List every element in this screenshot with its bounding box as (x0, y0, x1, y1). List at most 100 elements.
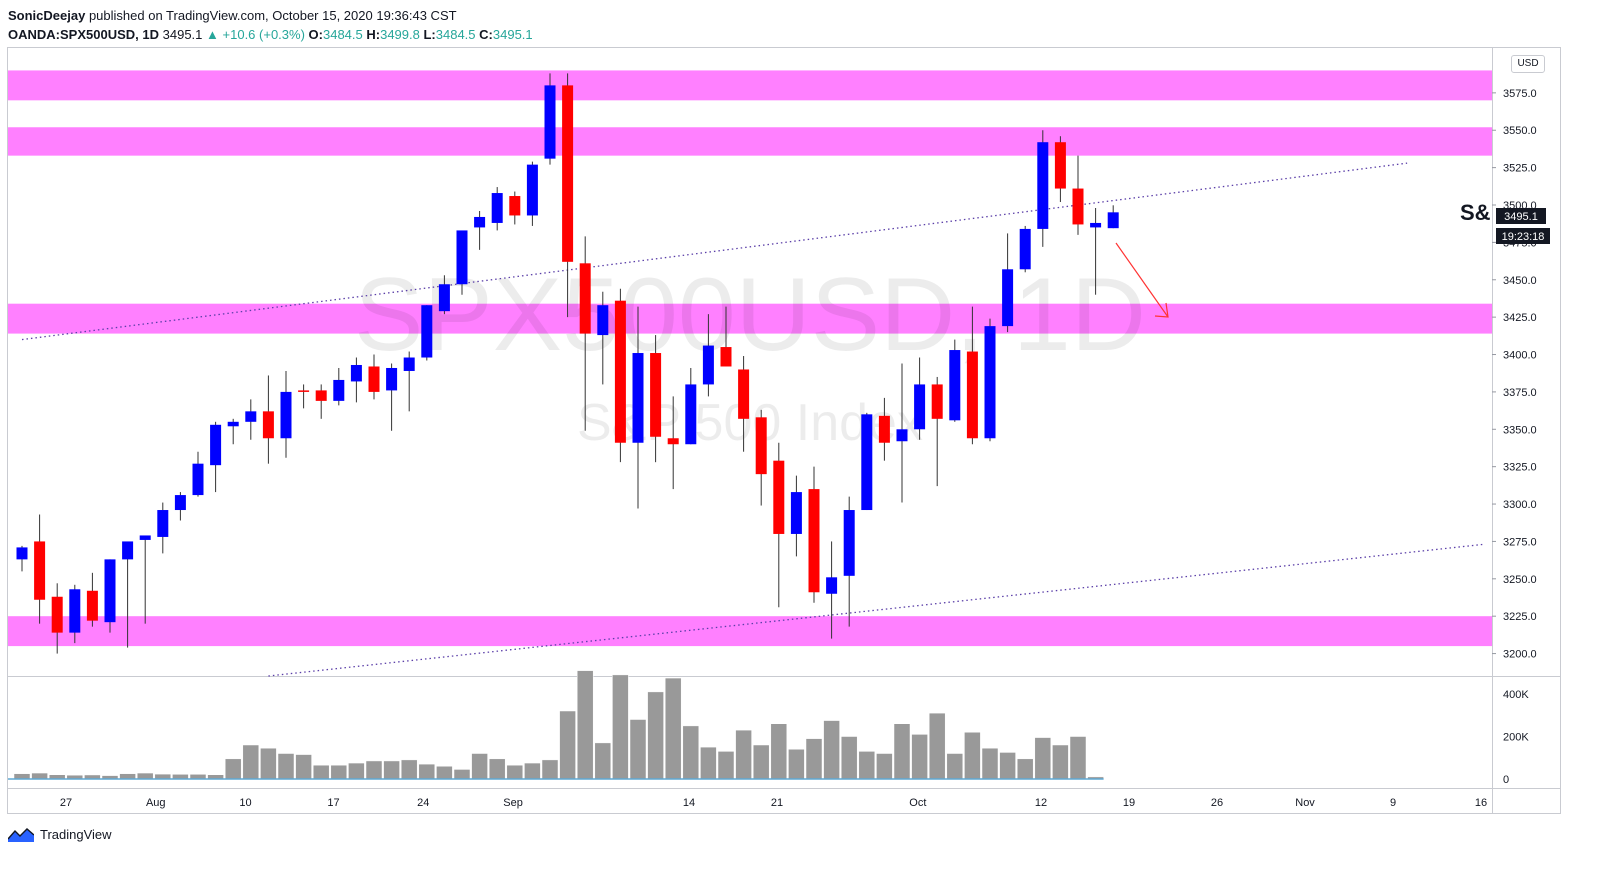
candle (509, 191, 521, 225)
candle-body (262, 411, 274, 439)
author-name[interactable]: SonicDeejay (8, 8, 86, 23)
volume-bar (365, 760, 383, 780)
candle-body (16, 547, 28, 560)
volume-bar (858, 751, 876, 780)
candle (1054, 136, 1066, 203)
price-tick-label: 3250.0 (1503, 574, 1537, 586)
candle (51, 583, 63, 654)
candle-body (931, 384, 943, 419)
candle-body (403, 357, 415, 371)
currency-badge[interactable]: USD (1511, 55, 1545, 73)
candle (790, 475, 802, 557)
candle-body (562, 85, 574, 262)
candle-body (632, 353, 644, 443)
candle (1072, 155, 1084, 235)
candle (104, 559, 116, 633)
symbol-label[interactable]: OANDA:SPX500USD, 1D (8, 27, 159, 42)
price-zone-2 (8, 127, 1492, 156)
volume-bar (471, 753, 488, 780)
chart-frame (7, 47, 1561, 814)
candle-body (86, 590, 98, 621)
candle (526, 161, 538, 226)
time-tick-label: 21 (771, 797, 783, 809)
price-tick-label: 3575.0 (1503, 88, 1537, 100)
trendline-1 (21, 162, 1408, 341)
open-label: O: (308, 27, 323, 42)
countdown-text: 19:23:18 (1502, 231, 1545, 243)
price-axis[interactable]: 3200.0 3225.0 3250.0 3275.0 3300.0 3325.0 3350… (1492, 88, 1537, 661)
candle (491, 187, 503, 231)
price-tick-label: 3300.0 (1503, 499, 1537, 511)
chart-header: SonicDeejay published on TradingView.com… (8, 6, 533, 44)
candle-body (192, 463, 204, 496)
candle (298, 384, 310, 409)
footer-brand[interactable]: TradingView (40, 826, 112, 842)
candle-body (1107, 212, 1119, 229)
candle-body (69, 589, 81, 633)
candle-body (808, 489, 820, 593)
candle (227, 418, 239, 445)
close-label: C: (479, 27, 493, 42)
candle-body (51, 596, 63, 633)
volume-bar (911, 734, 928, 780)
candle (878, 397, 890, 461)
volume-bar (119, 773, 136, 780)
candle (702, 314, 714, 397)
candle-body (738, 369, 750, 419)
candle-body (210, 424, 222, 466)
candle (650, 335, 662, 463)
candle (931, 376, 943, 487)
candle (315, 384, 327, 419)
price-tick-label: 3350.0 (1503, 424, 1537, 436)
candle (667, 396, 679, 490)
price-zone-3 (8, 303, 1492, 334)
volume-bar (277, 753, 295, 780)
price-tick-label: 3375.0 (1503, 387, 1537, 399)
volume-bar (770, 723, 788, 780)
volume-bar (436, 766, 453, 780)
candle-body (245, 411, 257, 422)
low-label: L: (423, 27, 436, 42)
candle (738, 356, 750, 452)
candle-body (843, 510, 855, 576)
candle-body (104, 559, 116, 623)
time-tick-label: 14 (683, 797, 695, 809)
candle (122, 541, 134, 648)
candle (966, 306, 978, 445)
time-axis[interactable]: 27 Aug 10 17 24 Sep 14 21 Oct 12 19 26 Nov 9 16 (60, 797, 1487, 809)
volume-axis[interactable]: 0 200K 400K (1503, 689, 1529, 786)
volume-bar (13, 773, 31, 780)
candle-body (174, 495, 186, 511)
trendlines-layer (21, 162, 1483, 677)
candle (350, 357, 362, 403)
countdown-label: 19:23:18 (1496, 228, 1550, 244)
volume-bar (999, 752, 1016, 780)
side-label: S& (1460, 200, 1491, 225)
volume-bar (260, 747, 277, 780)
volume-bar (946, 753, 964, 780)
arrow-head-icon (1154, 302, 1169, 318)
volume-bar (823, 720, 840, 780)
volume-bar (524, 762, 541, 780)
projection-arrow[interactable] (1115, 242, 1169, 318)
candle (16, 545, 28, 572)
candle-body (350, 364, 362, 382)
volume-bar (647, 691, 664, 780)
candle-body (456, 230, 468, 285)
candle-body (122, 541, 134, 560)
candle (386, 363, 398, 431)
volume-bar (682, 725, 700, 780)
volume-bar (453, 769, 471, 780)
high-value: 3499.8 (380, 27, 420, 42)
candle-body (333, 379, 345, 401)
candle-body (1054, 142, 1066, 189)
volume-bar (700, 746, 717, 780)
volume-bar (735, 729, 752, 780)
candle (368, 354, 380, 400)
candle-body (438, 284, 450, 312)
volume-bar (805, 738, 823, 780)
candle-body (315, 390, 327, 401)
candle-body (1037, 142, 1049, 229)
candle (861, 412, 873, 511)
